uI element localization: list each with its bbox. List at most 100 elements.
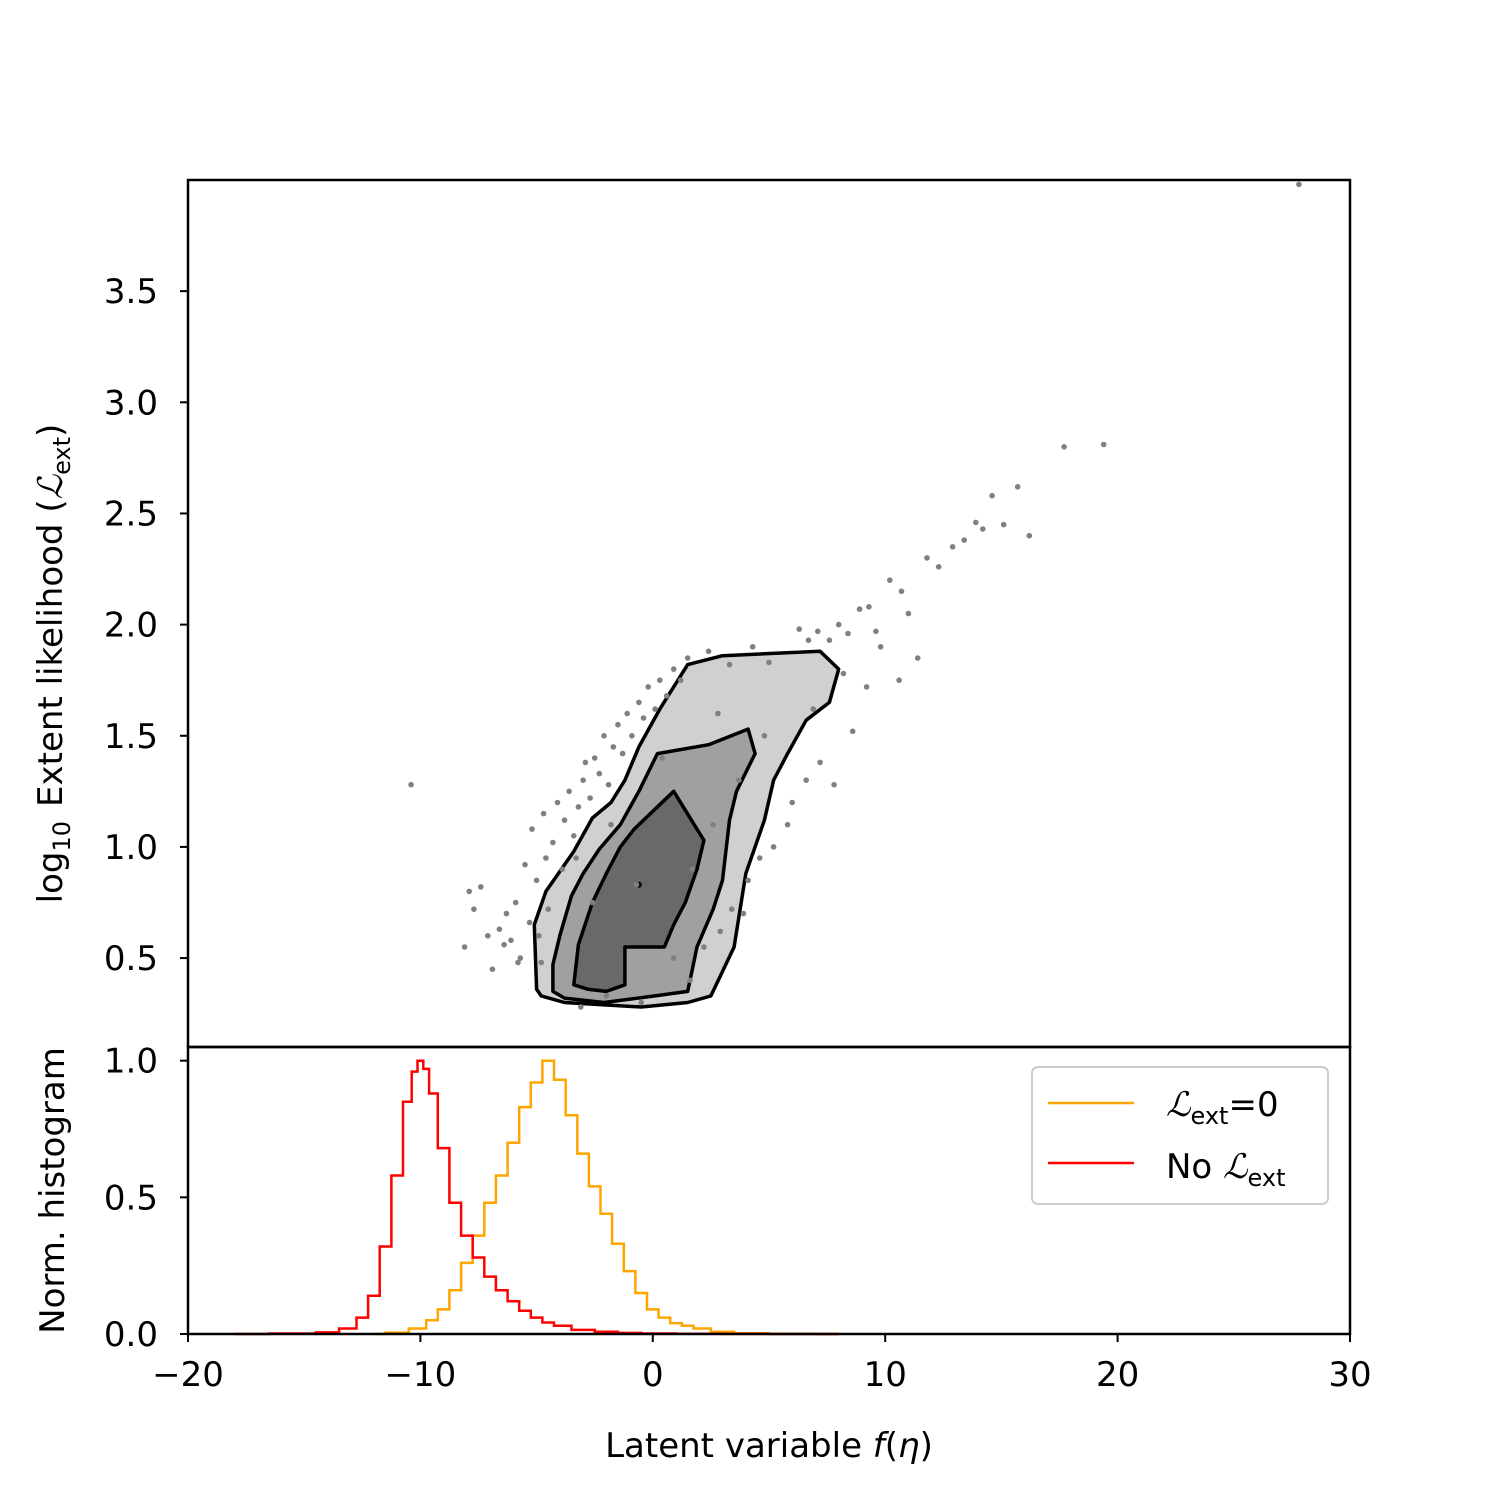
scatter-point	[761, 733, 768, 739]
scatter-point	[687, 977, 693, 984]
scatter-point	[496, 926, 503, 932]
scatter-point	[636, 699, 642, 706]
y-tick-label: 2.0	[104, 606, 158, 646]
scatter-point	[485, 933, 491, 939]
scatter-point	[540, 810, 547, 817]
scatter-point	[914, 655, 921, 661]
xlabel-open: (	[885, 1426, 898, 1466]
scatter-point	[508, 937, 514, 944]
scatter-point	[663, 693, 670, 699]
scatter-point	[566, 788, 572, 795]
ylabel-text: Extent likelihood (	[31, 499, 71, 807]
scatter-point	[526, 919, 533, 926]
scatter-point	[789, 799, 795, 806]
x-tick-label: 30	[1328, 1355, 1371, 1395]
y-tick-label: 1.5	[104, 717, 158, 757]
xlabel-eta: η	[898, 1426, 920, 1466]
scatter-point	[877, 644, 884, 650]
legend-eq-0: =0	[1228, 1085, 1278, 1125]
scatter-point	[717, 928, 723, 935]
bottom-y-ticks: 0.0 0.5 1.0	[104, 1042, 188, 1355]
xlabel-text: Latent variable	[605, 1426, 873, 1466]
scatter-contour-panel: 0.5 1.0 1.5 2.0 2.5 3.0 3.5 log10 Extent likeli…	[31, 178, 1352, 1049]
scatter-point	[559, 866, 565, 872]
scatter-point	[517, 955, 524, 961]
scatter-point	[512, 899, 519, 906]
scatter-point	[571, 833, 577, 839]
scatter-point	[756, 855, 763, 861]
scatter-point	[701, 944, 707, 950]
legend-box	[1031, 1066, 1329, 1205]
scatter-point	[501, 941, 507, 948]
scatter-point	[652, 706, 658, 712]
legend-ext-sub-0: ext	[1191, 1102, 1229, 1130]
scatter-point	[980, 526, 986, 532]
scatter-point	[529, 826, 535, 832]
x-tick-label: 20	[1096, 1355, 1139, 1395]
scatter-point	[589, 899, 596, 906]
scatter-point	[538, 959, 544, 966]
scatter-point	[1014, 484, 1021, 490]
scatter-point	[898, 588, 905, 595]
scatter-point	[670, 666, 677, 672]
scatter-point	[608, 821, 614, 828]
legend-ext-sub-1: ext	[1248, 1164, 1286, 1192]
density-contours	[532, 649, 841, 1009]
scatter-point	[840, 670, 847, 677]
y-tick-label: 1.0	[104, 1042, 158, 1082]
scatter-point	[1026, 532, 1033, 539]
scatter-point	[726, 661, 733, 668]
scatter-point	[831, 781, 837, 788]
scatter-point	[619, 750, 626, 757]
scatter-point	[817, 759, 823, 766]
scatter-point	[684, 655, 691, 661]
xlabel-close: )	[920, 1426, 933, 1466]
scatter-point	[715, 710, 721, 717]
legend: ℒext=0 No ℒext	[1031, 1066, 1329, 1205]
ylabel-close: )	[31, 424, 71, 437]
scatter-point	[545, 906, 551, 912]
scatter-point	[550, 839, 556, 846]
ylabel-log-subscript: 10	[48, 821, 76, 852]
ylabel-log: log	[31, 851, 71, 903]
scatter-point	[863, 684, 870, 690]
scatter-point	[1100, 441, 1107, 448]
y-tick-label: 3.5	[104, 272, 158, 312]
scatter-point	[1000, 521, 1007, 528]
scatter-point	[638, 999, 644, 1006]
scatter-point	[689, 866, 696, 872]
scatter-point	[573, 855, 579, 861]
scatter-point	[601, 733, 607, 739]
x-axis-label: Latent variable f(η)	[605, 1426, 933, 1466]
scatter-point	[610, 744, 617, 750]
scatter-point	[856, 606, 863, 612]
scatter-point	[591, 755, 598, 761]
scatter-point	[705, 648, 712, 655]
scatter-point	[624, 710, 630, 717]
scatter-point	[533, 877, 540, 884]
scatter-point	[633, 881, 640, 888]
scatter-point	[949, 544, 956, 550]
scatter-point	[866, 604, 872, 610]
scatter-point	[478, 884, 484, 890]
scatter-point	[905, 610, 912, 617]
scatter-point	[784, 821, 791, 828]
scatter-point	[973, 519, 979, 526]
bottom-y-axis-label: Norm. histogram	[33, 1047, 73, 1334]
scatter-point	[1061, 444, 1067, 450]
scatter-point	[659, 755, 665, 761]
scatter-point	[578, 1004, 584, 1010]
scatter-point	[582, 759, 589, 766]
scatter-point	[740, 910, 747, 917]
scatter-point	[471, 906, 477, 912]
x-tick-label: 0	[642, 1355, 664, 1395]
scatter-point	[640, 715, 647, 721]
histogram-series-0	[373, 1059, 839, 1336]
y-tick-label: 0.5	[104, 939, 158, 979]
scatter-point	[561, 817, 568, 823]
scatter-point	[603, 993, 610, 999]
scatter-point	[826, 637, 833, 643]
legend-label-no-lext: No ℒext	[1166, 1147, 1286, 1192]
scatter-point	[805, 637, 812, 643]
